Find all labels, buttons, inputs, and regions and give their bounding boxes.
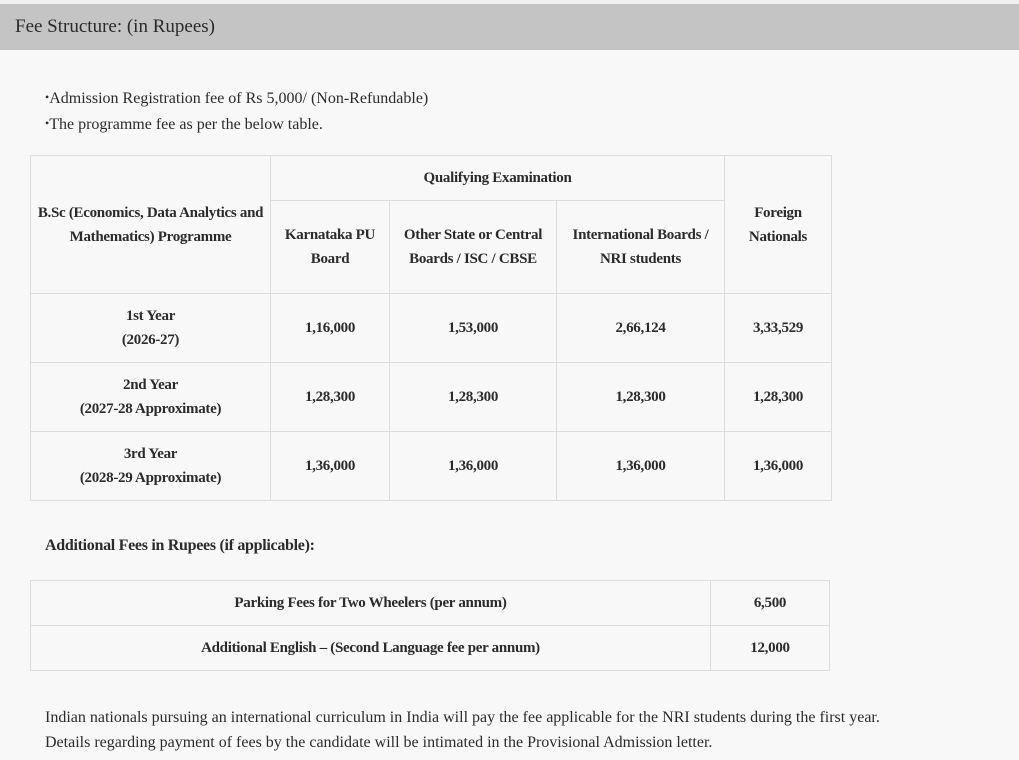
fee-value: 12,000 xyxy=(710,625,830,671)
column-header: Foreign Nationals xyxy=(724,155,832,294)
section-header: Fee Structure: (in Rupees) xyxy=(0,4,1019,50)
fee-cell: 1,36,000 xyxy=(389,431,557,501)
fee-cell: 1,28,300 xyxy=(724,362,832,432)
programme-header: B.Sc (Economics, Data Analytics and Math… xyxy=(30,155,271,294)
column-header: International Boards / NRI students xyxy=(556,200,725,294)
fee-label: Parking Fees for Two Wheelers (per annum… xyxy=(30,580,711,626)
additional-fees-table: Parking Fees for Two Wheelers (per annum… xyxy=(30,580,830,671)
table-row: 2nd Year (2027-28 Approximate) 1,28,300 1… xyxy=(30,362,832,432)
note: Details regarding payment of fees by the… xyxy=(45,734,713,751)
additional-fees-heading: Additional Fees in Rupees (if applicable… xyxy=(45,537,315,554)
fee-cell: 1,36,000 xyxy=(270,431,390,501)
column-header: Karnataka PU Board xyxy=(270,200,390,294)
qualifying-exam-header: Qualifying Examination xyxy=(270,155,725,201)
fee-cell: 3,33,529 xyxy=(724,293,832,363)
table-row: 1st Year (2026-27) 1,16,000 1,53,000 2,66… xyxy=(30,293,832,363)
year-label: 3rd Year xyxy=(123,446,178,462)
fee-cell: 2,66,124 xyxy=(556,293,725,363)
bullet-item: The programme fee as per the below table… xyxy=(45,112,428,138)
table-row: Parking Fees for Two Wheelers (per annum… xyxy=(30,580,830,626)
column-header: Other State or Central Boards / ISC / CB… xyxy=(389,200,557,294)
fee-cell: 1,36,000 xyxy=(724,431,832,501)
year-cell: 1st Year (2026-27) xyxy=(30,293,271,363)
table-row: Additional English – (Second Language fe… xyxy=(30,625,830,671)
bullet-item: Admission Registration fee of Rs 5,000/ … xyxy=(45,86,428,112)
bullet-list: Admission Registration fee of Rs 5,000/ … xyxy=(45,86,428,138)
section-title: Fee Structure: (in Rupees) xyxy=(15,16,215,37)
fee-cell: 1,28,300 xyxy=(556,362,725,432)
fee-table: B.Sc (Economics, Data Analytics and Math… xyxy=(30,155,832,501)
year-period: (2027-28 Approximate) xyxy=(79,401,222,417)
note: Indian nationals pursuing an internation… xyxy=(45,709,880,726)
fee-cell: 1,28,300 xyxy=(389,362,557,432)
table-row: 3rd Year (2028-29 Approximate) 1,36,000 1… xyxy=(30,431,832,501)
year-cell: 3rd Year (2028-29 Approximate) xyxy=(30,431,271,501)
fee-cell: 1,28,300 xyxy=(270,362,390,432)
fee-cell: 1,53,000 xyxy=(389,293,557,363)
year-period: (2026-27) xyxy=(121,332,180,348)
fee-value: 6,500 xyxy=(710,580,830,626)
year-period: (2028-29 Approximate) xyxy=(79,470,222,486)
fee-cell: 1,16,000 xyxy=(270,293,390,363)
top-border xyxy=(0,0,1019,4)
notes: Indian nationals pursuing an internation… xyxy=(45,705,880,755)
fee-cell: 1,36,000 xyxy=(556,431,725,501)
fee-label: Additional English – (Second Language fe… xyxy=(30,625,711,671)
year-label: 2nd Year xyxy=(123,377,178,393)
year-cell: 2nd Year (2027-28 Approximate) xyxy=(30,362,271,432)
year-label: 1st Year xyxy=(125,308,176,324)
